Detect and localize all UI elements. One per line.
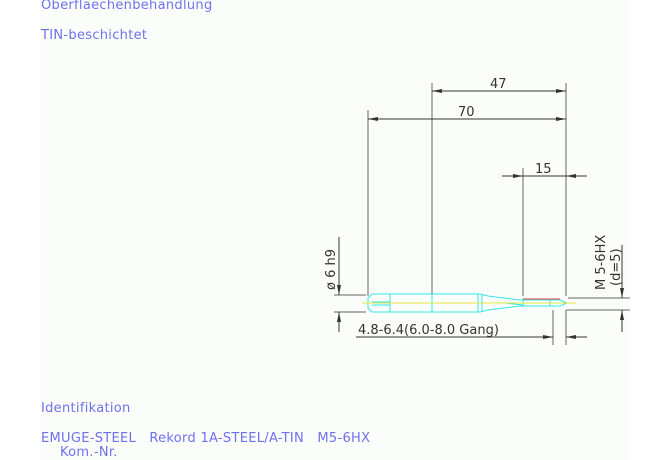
kom-label: Kom.-Nr. bbox=[60, 445, 118, 460]
dim-47: 47 bbox=[490, 77, 507, 92]
dim-15: 15 bbox=[535, 162, 552, 177]
ident-label: Identifikation bbox=[41, 401, 131, 416]
tap-tool bbox=[362, 293, 576, 313]
surface-label: Oberflaechenbehandlung bbox=[41, 0, 213, 13]
dim-70: 70 bbox=[458, 105, 475, 120]
drawing-sheet bbox=[40, 0, 630, 460]
ident-value: EMUGE-STEEL Rekord 1A-STEEL/A-TIN M5-6HX bbox=[41, 431, 371, 446]
dimension-lines bbox=[337, 89, 624, 339]
dim-thread: M 5-6HX bbox=[594, 235, 609, 290]
dim-shank-diameter: ø 6 h9 bbox=[324, 249, 339, 290]
dim-core: 4.8-6.4(6.0-8.0 Gang) bbox=[358, 323, 499, 338]
surface-value: TIN-beschichtet bbox=[41, 28, 148, 43]
dim-thread-d: (d=5) bbox=[609, 248, 624, 286]
